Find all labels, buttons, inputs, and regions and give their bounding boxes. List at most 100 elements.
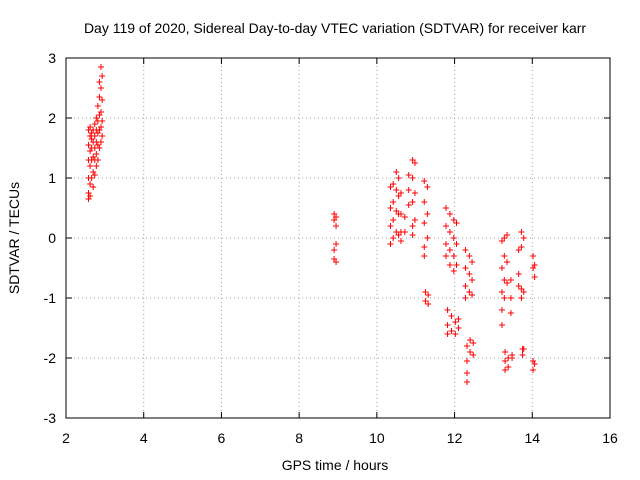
data-point: [85, 190, 92, 196]
data-point: [91, 133, 98, 139]
data-point: [333, 214, 340, 220]
data-point: [387, 241, 394, 247]
data-point: [99, 118, 106, 124]
data-point: [520, 346, 527, 352]
data-point: [462, 283, 469, 289]
data-point: [421, 220, 428, 226]
data-point: [518, 295, 525, 301]
data-point: [397, 190, 404, 196]
data-point: [421, 244, 428, 250]
data-point: [387, 205, 394, 211]
data-point: [96, 145, 103, 151]
data-point: [507, 295, 514, 301]
data-point: [331, 247, 338, 253]
data-point: [450, 268, 457, 274]
data-point: [96, 112, 103, 118]
data-point: [87, 163, 94, 169]
data-point: [501, 295, 508, 301]
data-point: [422, 289, 429, 295]
data-point: [452, 319, 459, 325]
x-tick-label: 12: [447, 430, 463, 446]
data-point: [424, 235, 431, 241]
x-tick-label: 4: [140, 430, 148, 446]
data-point: [393, 169, 400, 175]
data-point: [409, 232, 416, 238]
data-point: [469, 292, 476, 298]
data-point: [91, 172, 98, 178]
data-point: [390, 235, 397, 241]
data-point: [520, 289, 527, 295]
data-point: [467, 349, 474, 355]
data-point: [466, 253, 473, 259]
data-point: [390, 199, 397, 205]
data-point: [90, 154, 97, 160]
data-point: [455, 325, 462, 331]
data-point: [502, 349, 509, 355]
data-point: [397, 211, 404, 217]
data-point: [87, 193, 94, 199]
data-point: [405, 172, 412, 178]
data-point: [502, 367, 509, 373]
x-tick-label: 6: [218, 430, 226, 446]
data-point: [387, 223, 394, 229]
data-point: [444, 322, 451, 328]
data-point: [509, 352, 516, 358]
data-point: [464, 358, 471, 364]
data-point: [94, 103, 101, 109]
data-point: [88, 175, 95, 181]
data-point: [462, 265, 469, 271]
data-point: [421, 178, 428, 184]
data-point: [99, 133, 106, 139]
data-point: [519, 352, 526, 358]
grid-lines: [66, 58, 610, 418]
y-tick-labels: -3 -2 -1 0 1 2 3: [44, 50, 57, 426]
data-point: [96, 94, 103, 100]
data-point: [97, 124, 104, 130]
data-point: [446, 229, 453, 235]
data-point: [443, 205, 450, 211]
data-point: [531, 262, 538, 268]
data-point: [444, 307, 451, 313]
data-point: [507, 277, 514, 283]
data-point: [502, 358, 509, 364]
data-point: [498, 265, 505, 271]
data-point: [97, 64, 104, 70]
data-point: [411, 217, 418, 223]
data-point: [387, 184, 394, 190]
data-point: [94, 157, 101, 163]
data-point: [531, 274, 538, 280]
data-point: [504, 259, 511, 265]
data-point: [397, 238, 404, 244]
data-point: [498, 307, 505, 313]
data-point: [515, 247, 522, 253]
axis-ticks: [65, 57, 611, 419]
y-tick-label: -3: [44, 410, 57, 426]
y-tick-label: 0: [48, 230, 56, 246]
data-point: [450, 253, 457, 259]
data-point: [452, 331, 459, 337]
data-point: [409, 223, 416, 229]
data-point: [507, 310, 514, 316]
data-point: [333, 259, 340, 265]
data-point: [96, 79, 103, 85]
data-point: [446, 211, 453, 217]
data-point: [91, 121, 98, 127]
data-point: [453, 262, 460, 268]
data-point: [443, 223, 450, 229]
data-point: [409, 175, 416, 181]
x-tick-labels: 2 4 6 8 10 12 14 16: [62, 430, 618, 446]
y-tick-label: 2: [48, 110, 56, 126]
data-point: [466, 271, 473, 277]
x-tick-label: 16: [602, 430, 618, 446]
data-point: [93, 163, 100, 169]
data-point: [446, 262, 453, 268]
data-point: [333, 223, 340, 229]
data-point: [333, 241, 340, 247]
x-tick-label: 2: [62, 430, 70, 446]
data-point: [515, 271, 522, 277]
data-point: [99, 97, 106, 103]
data-point: [94, 130, 101, 136]
data-point: [85, 142, 92, 148]
